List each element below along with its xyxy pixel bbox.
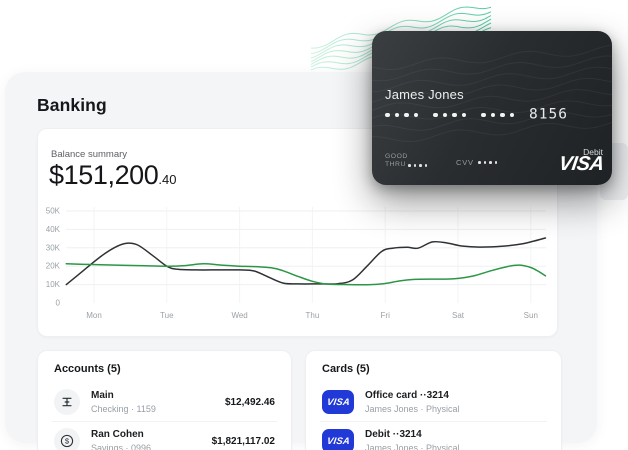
svg-text:Thu: Thu — [306, 311, 320, 320]
balance-summary-label: Balance summary — [51, 149, 128, 160]
card-type-label: Debit — [583, 147, 603, 157]
svg-text:Tue: Tue — [160, 311, 174, 320]
cvv-masked — [478, 161, 498, 164]
svg-text:30K: 30K — [46, 243, 61, 252]
visa-badge-icon: VISA — [322, 390, 354, 414]
account-subtitle: Checking · 1159 — [91, 403, 156, 414]
card-row-debit[interactable]: VISA Debit ··3214 James Jones · Physical — [306, 422, 561, 450]
page-title: Banking — [37, 95, 107, 115]
visa-logo: VISA — [557, 153, 606, 175]
svg-text:20K: 20K — [46, 262, 61, 271]
account-row-savings[interactable]: $ Ran Cohen Savings · 0996 $1,821,117.02 — [38, 422, 291, 450]
card-row-office[interactable]: VISA Office card ··3214 James Jones · Ph… — [306, 383, 561, 421]
svg-text:0: 0 — [56, 299, 61, 308]
credit-card: James Jones 8156 GOOD THRU CVV Debit VIS… — [372, 31, 612, 185]
card-subtitle: James Jones · Physical — [365, 403, 460, 414]
card-title: Office card ··3214 — [365, 389, 449, 401]
cardholder-name: James Jones — [385, 87, 464, 102]
balance-amount-main: $151,200 — [49, 160, 159, 190]
bank-account-icon — [54, 389, 80, 415]
card-title: Debit ··3214 — [365, 428, 422, 440]
account-title: Main — [91, 389, 114, 401]
balance-chart: 50K 40K 30K 20K 10K 0 Mon Tue Wed Thu Fri Sat Sun — [46, 207, 547, 320]
svg-text:50K: 50K — [46, 207, 61, 216]
svg-text:$: $ — [65, 437, 70, 446]
masked-digits-group — [481, 112, 514, 118]
row-divider — [320, 421, 547, 422]
row-divider — [52, 421, 277, 422]
good-thru-label: GOOD THRU — [385, 153, 408, 168]
accounts-header: Accounts (5) — [54, 363, 121, 375]
balance-amount-cents: .40 — [158, 172, 177, 187]
good-thru-masked — [408, 164, 428, 167]
cards-panel: Cards (5) VISA Office card ··3214 James … — [305, 350, 562, 450]
account-row-main[interactable]: Main Checking · 1159 $12,492.46 — [38, 383, 291, 421]
card-number: 8156 — [385, 106, 568, 123]
card-subtitle: James Jones · Physical — [365, 442, 460, 450]
savings-icon: $ — [54, 428, 80, 450]
svg-text:Fri: Fri — [381, 311, 391, 320]
account-title: Ran Cohen — [91, 428, 144, 440]
svg-text:40K: 40K — [46, 225, 61, 234]
masked-digits-group — [385, 112, 418, 118]
svg-text:Sat: Sat — [452, 311, 465, 320]
svg-text:Wed: Wed — [231, 311, 247, 320]
masked-digits-group — [433, 112, 466, 118]
cvv-label: CVV — [456, 158, 474, 167]
cards-header: Cards (5) — [322, 363, 370, 375]
visa-badge-icon: VISA — [322, 429, 354, 450]
credit-card-surface — [372, 31, 612, 185]
svg-text:Sun: Sun — [524, 311, 538, 320]
card-last4: 8156 — [529, 106, 568, 123]
account-subtitle: Savings · 0996 — [91, 442, 152, 450]
svg-text:10K: 10K — [46, 280, 61, 289]
svg-text:Mon: Mon — [86, 311, 102, 320]
account-amount: $12,492.46 — [224, 396, 275, 408]
accounts-panel: Accounts (5) Main Checking · 1159 $12,49… — [37, 350, 292, 450]
balance-amount: $151,200.40 — [49, 160, 177, 195]
card-waves-texture — [372, 44, 612, 143]
account-amount: $1,821,117.02 — [211, 435, 275, 447]
